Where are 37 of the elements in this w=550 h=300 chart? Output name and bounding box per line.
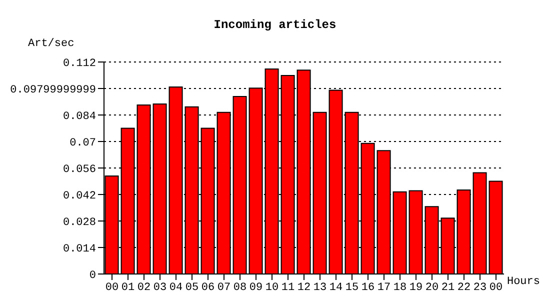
y-tick-label: 0.09799999999 xyxy=(10,84,96,96)
x-tick-label: 08 xyxy=(233,282,247,294)
x-tick-label: 07 xyxy=(217,282,231,294)
x-tick-label: 06 xyxy=(201,282,215,294)
x-tick-label: 12 xyxy=(297,282,311,294)
x-axis-title: Hours xyxy=(506,276,540,288)
y-tick-label: 0.042 xyxy=(62,190,96,202)
y-tick-label: 0.056 xyxy=(62,164,96,176)
x-tick-label: 18 xyxy=(393,282,407,294)
y-axis-title: Art/sec xyxy=(28,38,74,50)
y-tick-label: 0 xyxy=(89,270,96,282)
x-tick-label: 00 xyxy=(105,282,119,294)
x-tick-label: 09 xyxy=(249,282,263,294)
x-tick-label: 10 xyxy=(265,282,279,294)
x-tick-label: 15 xyxy=(345,282,359,294)
x-tick-label: 11 xyxy=(281,282,295,294)
x-tick-label: 02 xyxy=(137,282,151,294)
x-tick-label: 04 xyxy=(169,282,183,294)
y-tick-label: 0.028 xyxy=(62,216,96,229)
x-tick-label: 00 xyxy=(489,282,503,294)
x-tick-label: 03 xyxy=(153,282,167,294)
chart-title: Incoming articles xyxy=(212,18,338,32)
x-tick-label: 01 xyxy=(121,282,135,294)
x-tick-label: 19 xyxy=(409,282,423,294)
y-tick-label: 0.112 xyxy=(62,58,96,70)
x-tick-label: 13 xyxy=(313,282,327,294)
y-tick-label: 0.014 xyxy=(62,243,96,256)
x-tick-label: 17 xyxy=(377,282,391,294)
y-tick-label: 0.07 xyxy=(70,137,96,150)
x-tick-label: 14 xyxy=(329,282,343,294)
x-tick-label: 21 xyxy=(441,282,455,294)
x-tick-label: 22 xyxy=(457,282,471,294)
x-tick-label: 16 xyxy=(361,282,375,294)
x-tick-label: 20 xyxy=(425,282,439,294)
x-tick-label: 23 xyxy=(473,282,487,294)
x-tick-label: 05 xyxy=(185,282,199,294)
y-tick-label: 0.084 xyxy=(62,110,96,123)
